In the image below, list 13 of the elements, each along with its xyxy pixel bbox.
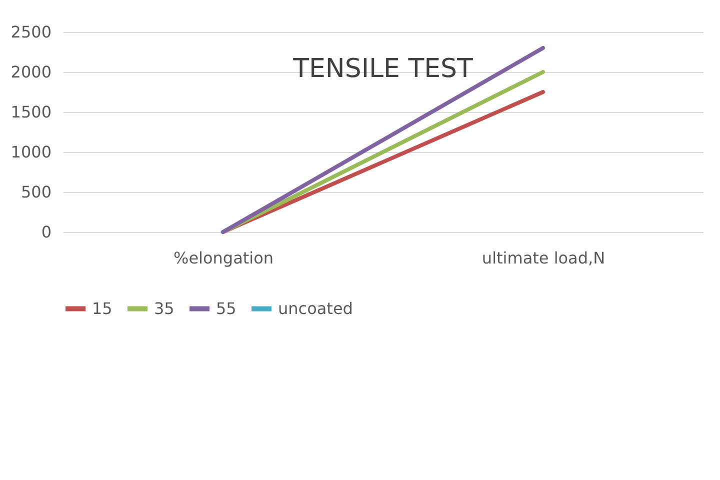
x-tick-label: %elongation — [173, 248, 274, 268]
legend-label: 15 — [92, 298, 112, 318]
y-tick-label: 0 — [41, 222, 52, 242]
text: TENSILE TEST — [292, 54, 474, 84]
y-tick-label: 1000 — [10, 142, 52, 162]
legend-label: 35 — [154, 298, 174, 318]
x-tick-label: ultimate load,N — [482, 248, 606, 268]
legend-label: uncoated — [278, 298, 353, 318]
y-tick-label: 1500 — [10, 102, 52, 122]
legend-label: 55 — [216, 298, 236, 318]
y-tick-label: 2000 — [10, 62, 52, 82]
y-tick-label: 500 — [20, 182, 52, 202]
y-tick-label: 2500 — [10, 22, 52, 42]
